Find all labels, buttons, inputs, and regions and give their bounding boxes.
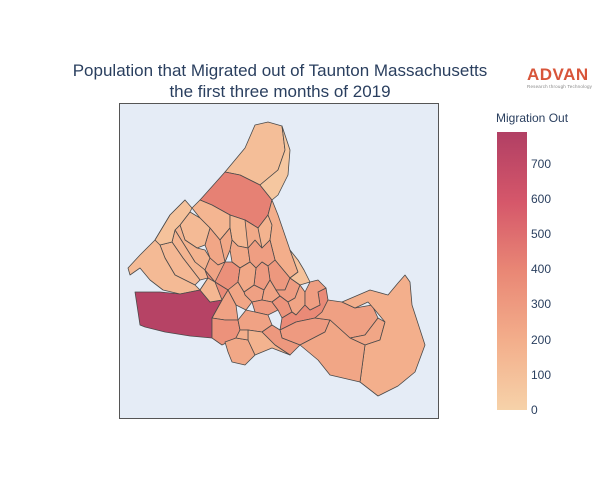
chart-title-line-1: Population that Migrated out of Taunton … bbox=[72, 61, 488, 80]
map-regions[interactable] bbox=[127, 121, 426, 397]
advan-logo: ADVAN Research through Technology bbox=[527, 66, 597, 89]
map-region[interactable] bbox=[247, 329, 291, 356]
colorbar-tick-label: 300 bbox=[531, 297, 552, 312]
colorbar bbox=[497, 132, 527, 410]
map-region[interactable] bbox=[259, 125, 291, 201]
colorbar-tick-label: 700 bbox=[531, 156, 552, 171]
map-region[interactable] bbox=[199, 277, 223, 303]
colorbar-tick-label: 0 bbox=[531, 403, 538, 417]
map-region[interactable] bbox=[237, 261, 257, 293]
map-region[interactable] bbox=[289, 249, 311, 286]
chart-title-line-2: the first three months of 2019 bbox=[169, 82, 391, 101]
legend-title: Migration Out bbox=[496, 111, 569, 125]
map-region[interactable] bbox=[235, 329, 249, 341]
map-region[interactable] bbox=[341, 274, 426, 397]
colorbar-tick-label: 200 bbox=[531, 332, 552, 347]
logo-tagline: Research through Technology bbox=[527, 84, 593, 89]
map-region[interactable] bbox=[154, 199, 193, 246]
colorbar-tick-label: 100 bbox=[531, 367, 552, 382]
chart-title: Population that Migrated out of Taunton … bbox=[30, 60, 530, 102]
logo-name: ADVAN bbox=[527, 65, 589, 84]
choropleth-map[interactable] bbox=[119, 103, 439, 419]
map-region[interactable] bbox=[219, 227, 233, 263]
colorbar-gradient bbox=[497, 132, 527, 410]
map-region[interactable] bbox=[227, 281, 253, 311]
map-region[interactable] bbox=[244, 219, 263, 249]
map-region[interactable] bbox=[204, 257, 226, 283]
map-region[interactable] bbox=[304, 279, 327, 311]
map-region[interactable] bbox=[299, 319, 366, 383]
colorbar-tick-label: 600 bbox=[531, 191, 552, 206]
colorbar-tick-label: 500 bbox=[531, 227, 552, 242]
colorbar-tick-label: 400 bbox=[531, 262, 552, 277]
